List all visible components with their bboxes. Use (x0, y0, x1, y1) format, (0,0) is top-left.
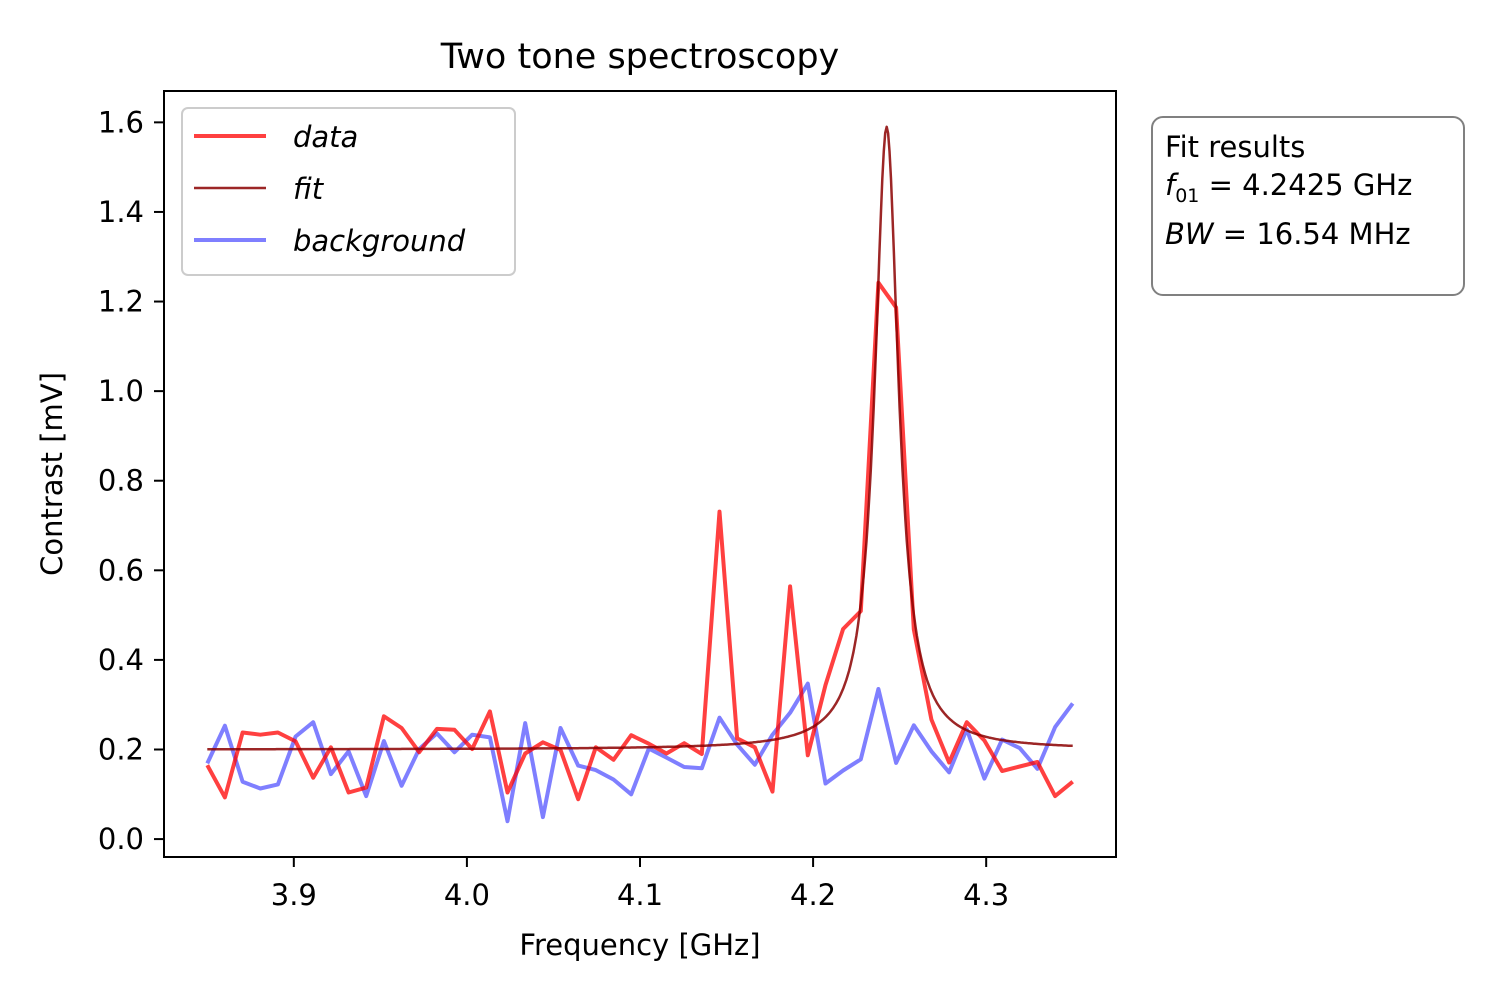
y-axis-label: Contrast [mV] (35, 372, 69, 576)
bw-symbol: BW (1165, 216, 1214, 251)
x-tick-label: 4.2 (790, 878, 836, 912)
legend-label-background: background (293, 224, 466, 258)
x-tick-label: 3.9 (271, 878, 317, 912)
y-tick-label: 0.0 (98, 822, 144, 856)
f01-symbol: f (1165, 168, 1176, 202)
x-axis-label: Frequency [GHz] (519, 928, 760, 962)
legend-label-fit: fit (293, 172, 325, 206)
series-line-fit (207, 125, 1073, 751)
x-tick-label: 4.1 (617, 878, 663, 912)
legend-label-data: data (293, 120, 358, 154)
y-tick-label: 0.2 (98, 732, 144, 766)
fit-results-bandwidth: BW = 16.54 MHz (1165, 215, 1451, 253)
chart-title: Two tone spectroscopy (440, 37, 840, 77)
legend-frame (181, 107, 516, 276)
legend: data fit background (181, 107, 516, 276)
y-tick-label: 1.4 (98, 195, 144, 229)
y-tick-label: 0.8 (98, 464, 144, 498)
fit-results-frequency: f01 = 4.2425 GHz (1165, 166, 1451, 215)
series-line-background (205, 681, 1075, 824)
f01-value: = 4.2425 GHz (1199, 168, 1413, 202)
series-line-data (205, 280, 1074, 802)
f01-subscript: 01 (1175, 184, 1200, 207)
axes: 3.9 4.0 4.1 4.2 4.3 0.0 0.2 0.4 0.6 0.8 1.0 1.2 1.4 1… (98, 105, 1009, 912)
y-tick-label: 1.0 (98, 374, 144, 408)
y-tick-label: 0.6 (98, 553, 144, 587)
bw-value: = 16.54 MHz (1213, 216, 1411, 251)
y-tick-label: 1.6 (98, 105, 144, 139)
y-tick-label: 0.4 (98, 643, 144, 677)
fit-results-box: Fit results f01 = 4.2425 GHz BW = 16.54 … (1151, 116, 1465, 296)
fit-results-title: Fit results (1165, 130, 1306, 164)
y-tick-label: 1.2 (98, 285, 144, 319)
plot-area (205, 125, 1075, 824)
x-tick-label: 4.3 (963, 878, 1009, 912)
x-tick-label: 4.0 (444, 878, 490, 912)
